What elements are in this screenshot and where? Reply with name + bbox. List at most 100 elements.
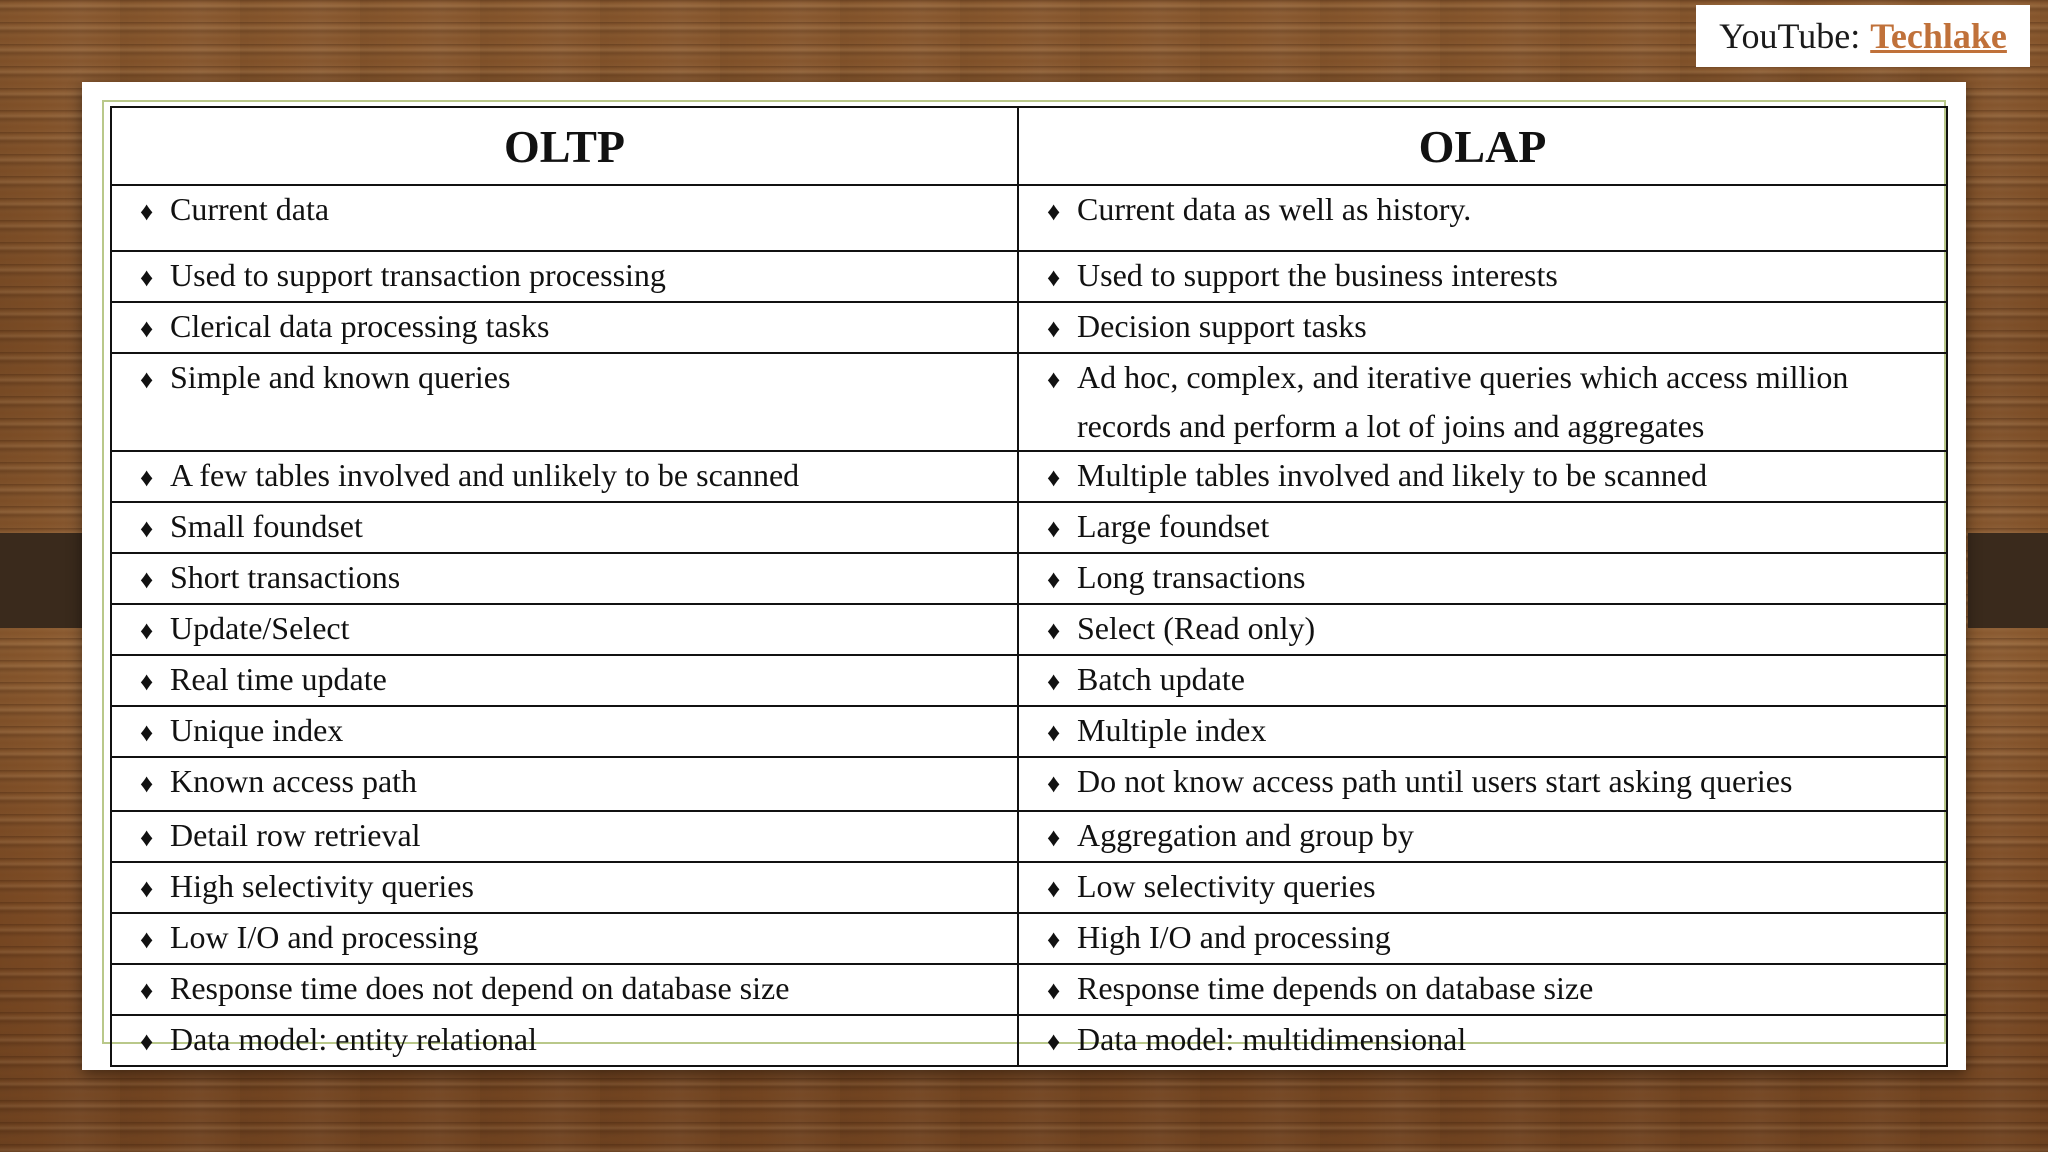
oltp-text: Detail row retrieval <box>170 817 421 853</box>
oltp-cell: ♦ High selectivity queries <box>110 861 1019 914</box>
oltp-cell: ♦ Used to support transaction processing <box>110 250 1019 303</box>
diamond-bullet-icon: ♦ <box>140 463 154 492</box>
diamond-bullet-icon: ♦ <box>1047 925 1061 954</box>
oltp-text: Known access path <box>170 763 418 799</box>
diamond-bullet-icon: ♦ <box>1047 667 1061 696</box>
table-row: ♦ High selectivity queries ♦ Low selectivit… <box>110 861 1948 914</box>
watermark-brand-link[interactable]: Techlake <box>1870 16 2007 56</box>
diamond-bullet-icon: ♦ <box>1047 874 1061 903</box>
oltp-cell: ♦ Small foundset <box>110 501 1019 554</box>
olap-cell: ♦ Data model: multidimensional <box>1017 1014 1948 1067</box>
diamond-bullet-icon: ♦ <box>1047 314 1061 343</box>
oltp-cell: ♦ Response time does not depend on databa… <box>110 963 1019 1016</box>
diamond-bullet-icon: ♦ <box>140 616 154 645</box>
olap-cell: ♦ Multiple tables involved and likely to … <box>1017 450 1948 503</box>
diamond-bullet-icon: ♦ <box>140 667 154 696</box>
olap-cell: ♦ Used to support the business interests <box>1017 250 1948 303</box>
olap-cell: ♦ Low selectivity queries <box>1017 861 1948 914</box>
oltp-cell: ♦ Clerical data processing tasks <box>110 301 1019 354</box>
watermark-prefix: YouTube: <box>1719 16 1861 56</box>
table-row: ♦ Simple and known queries ♦ Ad hoc, comple… <box>110 352 1948 452</box>
table-row: ♦ Real time update ♦ Batch update <box>110 654 1948 707</box>
table-row: ♦ Known access path ♦ Do not know access pa… <box>110 756 1948 812</box>
oltp-text: High selectivity queries <box>170 868 474 904</box>
diamond-bullet-icon: ♦ <box>140 365 154 394</box>
diamond-bullet-icon: ♦ <box>140 925 154 954</box>
olap-text: Data model: multidimensional <box>1077 1021 1467 1057</box>
olap-cell: ♦ Multiple index <box>1017 705 1948 758</box>
olap-cell: ♦ Batch update <box>1017 654 1948 707</box>
olap-cell: ♦ Do not know access path until users sta… <box>1017 756 1948 812</box>
oltp-text: Clerical data processing tasks <box>170 308 550 344</box>
olap-text: Long transactions <box>1077 559 1306 595</box>
olap-text: Current data as well as history. <box>1077 191 1472 227</box>
olap-text: High I/O and processing <box>1077 919 1391 955</box>
diamond-bullet-icon: ♦ <box>1047 718 1061 747</box>
oltp-cell: ♦ Short transactions <box>110 552 1019 605</box>
youtube-watermark: YouTube: Techlake <box>1696 5 2030 67</box>
diamond-bullet-icon: ♦ <box>140 718 154 747</box>
table-row: ♦ Current data ♦ Current data as well as hi… <box>110 184 1948 252</box>
olap-text: Select (Read only) <box>1077 610 1316 646</box>
diamond-bullet-icon: ♦ <box>140 197 154 226</box>
oltp-cell: ♦ Data model: entity relational <box>110 1014 1019 1067</box>
table-row: ♦ Small foundset ♦ Large foundset <box>110 501 1948 554</box>
table-frame: OLTP OLAP ♦ Current data ♦ Current data as … <box>102 100 1948 1067</box>
oltp-text: Response time does not depend on databas… <box>170 970 790 1006</box>
diamond-bullet-icon: ♦ <box>1047 463 1061 492</box>
oltp-cell: ♦ Detail row retrieval <box>110 810 1019 863</box>
oltp-text: A few tables involved and unlikely to be… <box>170 457 800 493</box>
header-oltp: OLTP <box>110 106 1019 186</box>
diamond-bullet-icon: ♦ <box>1047 197 1061 226</box>
diamond-bullet-icon: ♦ <box>1047 976 1061 1005</box>
table-header-row: OLTP OLAP <box>110 106 1948 186</box>
diamond-bullet-icon: ♦ <box>140 976 154 1005</box>
oltp-text: Real time update <box>170 661 387 697</box>
diamond-bullet-icon: ♦ <box>1047 365 1061 394</box>
diamond-bullet-icon: ♦ <box>1047 769 1061 798</box>
olap-cell: ♦ Aggregation and group by <box>1017 810 1948 863</box>
olap-cell: ♦ Response time depends on database size <box>1017 963 1948 1016</box>
header-olap: OLAP <box>1017 106 1948 186</box>
olap-text: Multiple index <box>1077 712 1267 748</box>
diamond-bullet-icon: ♦ <box>1047 1027 1061 1056</box>
table-row: ♦ Update/Select ♦ Select (Read only) <box>110 603 1948 656</box>
table-row: ♦ Detail row retrieval ♦ Aggregation and gr… <box>110 810 1948 863</box>
diamond-bullet-icon: ♦ <box>1047 823 1061 852</box>
oltp-text: Short transactions <box>170 559 401 595</box>
diamond-bullet-icon: ♦ <box>140 514 154 543</box>
olap-text-continued: records and perform a lot of joins and a… <box>1077 408 1705 444</box>
diamond-bullet-icon: ♦ <box>1047 514 1061 543</box>
olap-cell: ♦ Current data as well as history. <box>1017 184 1948 252</box>
oltp-cell: ♦ A few tables involved and unlikely to b… <box>110 450 1019 503</box>
diamond-bullet-icon: ♦ <box>140 314 154 343</box>
diamond-bullet-icon: ♦ <box>140 823 154 852</box>
oltp-cell: ♦ Update/Select <box>110 603 1019 656</box>
olap-cell: ♦ Long transactions <box>1017 552 1948 605</box>
oltp-cell: ♦ Current data <box>110 184 1019 252</box>
olap-text: Low selectivity queries <box>1077 868 1376 904</box>
olap-text: Do not know access path until users star… <box>1077 763 1793 799</box>
oltp-cell: ♦ Real time update <box>110 654 1019 707</box>
olap-text: Multiple tables involved and likely to b… <box>1077 457 1708 493</box>
oltp-cell: ♦ Known access path <box>110 756 1019 812</box>
olap-text: Decision support tasks <box>1077 308 1367 344</box>
olap-cell: ♦ Large foundset <box>1017 501 1948 554</box>
olap-text: Large foundset <box>1077 508 1270 544</box>
slide: OLTP OLAP ♦ Current data ♦ Current data as … <box>82 82 1966 1070</box>
oltp-cell: ♦ Low I/O and processing <box>110 912 1019 965</box>
oltp-cell: ♦ Unique index <box>110 705 1019 758</box>
table-row: ♦ Used to support transaction processing ♦… <box>110 250 1948 303</box>
olap-text: Used to support the business interests <box>1077 257 1558 293</box>
table-row: ♦ Unique index ♦ Multiple index <box>110 705 1948 758</box>
olap-cell: ♦ Select (Read only) <box>1017 603 1948 656</box>
oltp-text: Small foundset <box>170 508 363 544</box>
oltp-text: Update/Select <box>170 610 350 646</box>
comparison-table: OLTP OLAP ♦ Current data ♦ Current data as … <box>110 106 1948 1067</box>
olap-text: Aggregation and group by <box>1077 817 1414 853</box>
diamond-bullet-icon: ♦ <box>140 769 154 798</box>
diamond-bullet-icon: ♦ <box>1047 616 1061 645</box>
diamond-bullet-icon: ♦ <box>1047 565 1061 594</box>
oltp-cell: ♦ Simple and known queries <box>110 352 1019 452</box>
oltp-text: Simple and known queries <box>170 359 511 395</box>
